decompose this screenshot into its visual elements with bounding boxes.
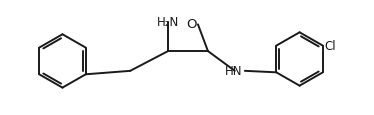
Text: Cl: Cl <box>325 40 337 53</box>
Text: O: O <box>187 18 197 31</box>
Text: H₂N: H₂N <box>157 15 179 28</box>
Text: HN: HN <box>225 65 243 78</box>
